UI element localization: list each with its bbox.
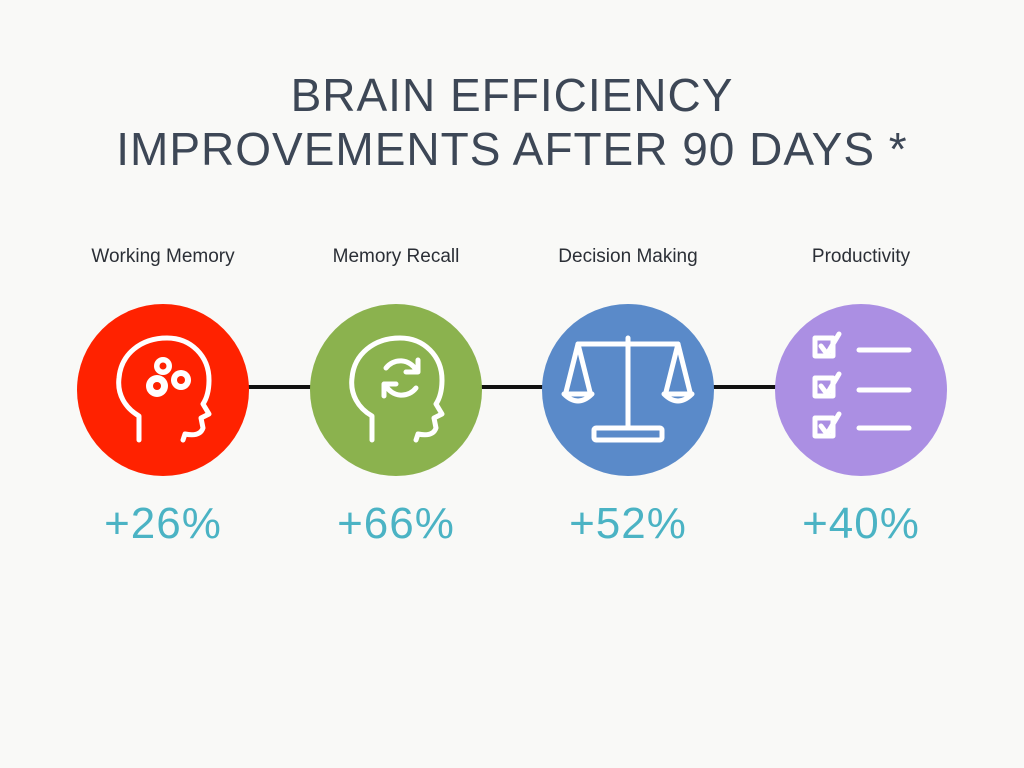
metric-label: Decision Making [558, 246, 698, 267]
metric-value: +40% [802, 499, 920, 548]
metric-working-memory: Working Memory +26% [47, 240, 279, 550]
metric-circle [77, 304, 249, 476]
head-gears-icon [116, 335, 212, 443]
metric-memory-recall: Memory Recall +66% [280, 240, 512, 550]
metric-label: Productivity [811, 246, 911, 267]
title-line-2: IMPROVEMENTS AFTER 90 DAYS * [116, 123, 908, 175]
balance-scale-icon [561, 335, 695, 443]
checklist-icon [812, 331, 912, 439]
metric-decision-making: Decision Making +52% [512, 240, 744, 550]
metric-value: +66% [337, 499, 455, 548]
connector-line [163, 385, 861, 389]
metric-value: +52% [569, 499, 687, 548]
metric-circle [542, 304, 714, 476]
metric-value: +26% [104, 499, 222, 548]
metric-productivity: Productivity +40% [745, 240, 977, 550]
metric-label: Working Memory [91, 246, 235, 267]
head-refresh-icon [349, 335, 445, 443]
title-line-1: BRAIN EFFICIENCY [290, 69, 734, 121]
metric-label: Memory Recall [332, 246, 460, 267]
page-title: BRAIN EFFICIENCY IMPROVEMENTS AFTER 90 D… [0, 68, 1024, 176]
metric-circle [775, 304, 947, 476]
metric-circle [310, 304, 482, 476]
